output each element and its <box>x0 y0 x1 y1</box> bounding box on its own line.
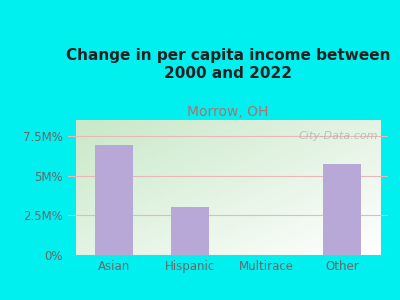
Bar <box>95 146 133 255</box>
Bar <box>323 164 361 255</box>
Bar <box>171 207 209 255</box>
Text: City-Data.com: City-Data.com <box>299 131 378 141</box>
Title: Change in per capita income between
2000 and 2022: Change in per capita income between 2000… <box>66 48 390 81</box>
Text: Morrow, OH: Morrow, OH <box>187 105 269 118</box>
